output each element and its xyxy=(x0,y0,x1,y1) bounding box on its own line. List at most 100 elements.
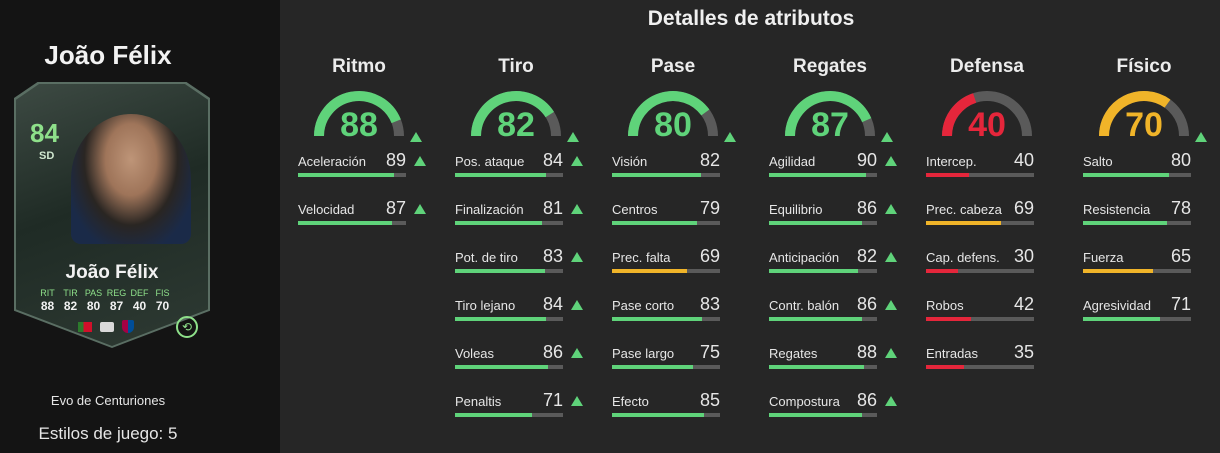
stat-row: Regates 88 xyxy=(765,338,897,386)
stat-bar xyxy=(769,365,877,369)
stat-bar-fill xyxy=(1083,221,1168,225)
stat-bar xyxy=(612,365,720,369)
category-upgrade-indicator xyxy=(567,132,579,142)
up-arrow-icon xyxy=(571,156,583,166)
up-arrow-icon xyxy=(571,300,583,310)
stat-bar-fill xyxy=(298,173,395,177)
category-value: 82 xyxy=(497,106,535,144)
category-title: Pase xyxy=(650,56,696,77)
up-arrow-icon xyxy=(571,396,583,406)
stat-upgrade-indicator xyxy=(571,348,583,358)
player-card[interactable]: 84 SD João Félix RIT 88 TIR 82 PAS 80 REG 87 DEF… xyxy=(16,84,208,346)
stat-value: 90 xyxy=(856,150,877,170)
stat-bar xyxy=(455,413,563,417)
category-gauge: 40 xyxy=(922,80,1052,146)
stat-bar-fill xyxy=(455,413,532,417)
stat-row: Pase largo 75 xyxy=(608,338,738,386)
card-stat: FIS 70 xyxy=(151,288,174,313)
gauge-arc xyxy=(471,91,561,137)
up-arrow-icon xyxy=(724,132,736,142)
card-stats: RIT 88 TIR 82 PAS 80 REG 87 DEF 40 FIS 70 xyxy=(36,288,174,313)
stat-bar-fill xyxy=(1083,317,1160,321)
gauge-fill xyxy=(785,91,872,137)
stat-upgrade-indicator xyxy=(571,204,583,214)
stat-value: 78 xyxy=(1170,198,1191,218)
stat-upgrade-indicator xyxy=(885,204,897,214)
evolution-icon: ⟲ xyxy=(176,316,198,338)
stat-bar-fill xyxy=(612,269,687,273)
stat-bar-fill xyxy=(455,317,546,321)
stat-upgrade-indicator xyxy=(885,396,897,406)
playstyles-count[interactable]: Estilos de juego: 5 xyxy=(38,424,178,443)
player-panel: João Félix 84 SD João Félix RIT 88 TIR 82 PA… xyxy=(0,0,280,453)
stat-value: 82 xyxy=(699,150,720,170)
stat-row: Equilibrio 86 xyxy=(765,194,897,242)
category-value: 70 xyxy=(1125,106,1163,144)
stat-value: 35 xyxy=(1013,342,1034,362)
stat-bar xyxy=(298,173,406,177)
card-player-name: João Félix xyxy=(65,262,159,283)
stat-bar-fill xyxy=(455,221,543,225)
stat-upgrade-indicator xyxy=(414,156,426,166)
stat-value: 69 xyxy=(1013,198,1034,218)
stat-value: 79 xyxy=(699,198,720,218)
stat-bar xyxy=(926,269,1034,273)
stat-name: Agresividad xyxy=(1083,298,1151,313)
stat-bar-fill xyxy=(769,317,862,321)
stat-value: 86 xyxy=(542,342,563,362)
stat-name: Pos. ataque xyxy=(455,154,525,169)
stat-bar-fill xyxy=(455,173,546,177)
gauge-fill xyxy=(942,93,977,137)
stat-upgrade-indicator xyxy=(885,300,897,310)
card-stat-value: 70 xyxy=(155,299,170,313)
stat-bar xyxy=(926,221,1034,225)
up-arrow-icon xyxy=(885,204,897,214)
club-crest-icon xyxy=(122,320,134,333)
card-stat-value: 40 xyxy=(132,299,147,313)
stat-name: Penaltis xyxy=(455,394,502,409)
stat-bar-fill xyxy=(612,317,702,321)
stat-bar xyxy=(926,365,1034,369)
stat-name: Fuerza xyxy=(1083,250,1124,265)
attribute-column-regates: Regates 87 Agilidad 90 Equilibrio 86 Anticipac… xyxy=(765,56,897,434)
gauge-arc xyxy=(314,91,404,137)
stat-name: Compostura xyxy=(769,394,840,409)
stat-bar xyxy=(612,221,720,225)
stat-bar-fill xyxy=(926,269,959,273)
stat-value: 65 xyxy=(1170,246,1191,266)
stat-value: 83 xyxy=(699,294,720,314)
stat-name: Cap. defens. xyxy=(926,250,1000,265)
stat-name: Finalización xyxy=(455,202,524,217)
stat-row: Resistencia 78 xyxy=(1079,194,1209,242)
card-stat: DEF 40 xyxy=(128,288,151,313)
stat-value: 87 xyxy=(385,198,406,218)
card-stat: PAS 80 xyxy=(82,288,105,313)
stat-bar-fill xyxy=(612,173,701,177)
up-arrow-icon xyxy=(414,156,426,166)
stat-row: Centros 79 xyxy=(608,194,738,242)
category-gauge: 82 xyxy=(451,80,581,146)
stat-bar-fill xyxy=(769,221,862,225)
stat-bar xyxy=(769,221,877,225)
stat-name: Entradas xyxy=(926,346,979,361)
stat-name: Agilidad xyxy=(769,154,816,169)
card-stat-label: RIT xyxy=(40,288,55,298)
up-arrow-icon xyxy=(881,132,893,142)
stat-value: 40 xyxy=(1013,150,1034,170)
stat-value: 71 xyxy=(1170,294,1191,314)
gauge-fill xyxy=(628,91,710,137)
up-arrow-icon xyxy=(571,252,583,262)
stat-bar xyxy=(926,173,1034,177)
category-title: Ritmo xyxy=(332,56,386,77)
stat-bar-fill xyxy=(926,365,964,369)
stat-row: Prec. falta 69 xyxy=(608,242,738,290)
stat-bar-fill xyxy=(455,365,548,369)
stat-bar-fill xyxy=(769,173,867,177)
stat-row: Visión 82 xyxy=(608,146,738,194)
card-stat-label: TIR xyxy=(63,288,78,298)
stat-row: Finalización 81 xyxy=(451,194,583,242)
stat-name: Salto xyxy=(1083,154,1113,169)
category-title: Defensa xyxy=(950,56,1024,77)
stat-bar xyxy=(455,365,563,369)
stat-bar xyxy=(1083,221,1191,225)
